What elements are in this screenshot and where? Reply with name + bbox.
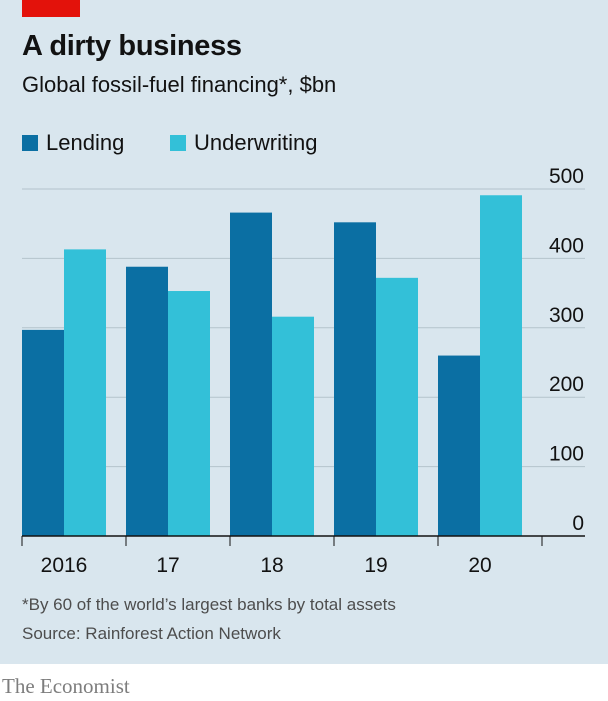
x-tick-label: 19 bbox=[364, 554, 387, 577]
bar-underwriting-20 bbox=[480, 195, 522, 536]
bar-chart: 0 100 200 300 400 500 2016 17 18 19 20 bbox=[21, 165, 585, 577]
bar-lending-17 bbox=[126, 266, 168, 536]
source-note: Source: Rainforest Action Network bbox=[22, 624, 281, 643]
y-tick-label: 500 bbox=[549, 165, 584, 188]
chart-subtitle: Global fossil-fuel financing*, $bn bbox=[22, 72, 337, 97]
y-tick-label: 100 bbox=[549, 443, 584, 466]
bar-lending-2016 bbox=[22, 329, 64, 536]
chart-title: A dirty business bbox=[22, 30, 242, 62]
bar-lending-19 bbox=[334, 222, 376, 536]
legend-label-underwriting: Underwriting bbox=[194, 130, 318, 155]
bar-underwriting-2016 bbox=[64, 249, 106, 536]
bar-underwriting-19 bbox=[376, 277, 418, 536]
y-tick-label: 200 bbox=[549, 373, 584, 396]
publisher-logo: The Economist bbox=[2, 674, 130, 698]
y-tick-label: 300 bbox=[549, 304, 584, 327]
x-tick-label: 20 bbox=[468, 554, 491, 577]
y-tick-label: 0 bbox=[572, 512, 584, 535]
bar-underwriting-17 bbox=[168, 291, 210, 536]
x-tick-label: 18 bbox=[260, 554, 283, 577]
x-tick-label: 2016 bbox=[41, 554, 88, 577]
legend-label-lending: Lending bbox=[46, 130, 125, 155]
chart-panel: A dirty business Global fossil-fuel fina… bbox=[0, 0, 608, 664]
bar-underwriting-18 bbox=[272, 316, 314, 536]
x-tick-label: 17 bbox=[156, 554, 179, 577]
legend-swatch-lending bbox=[22, 135, 38, 151]
legend-item-underwriting: Underwriting bbox=[170, 130, 318, 156]
legend-swatch-underwriting bbox=[170, 135, 186, 151]
footnote: *By 60 of the world’s largest banks by t… bbox=[22, 595, 396, 614]
y-tick-label: 400 bbox=[549, 234, 584, 257]
brand-red-tag bbox=[22, 0, 80, 17]
bar-lending-18 bbox=[230, 212, 272, 536]
bar-lending-20 bbox=[438, 355, 480, 536]
legend-item-lending: Lending bbox=[22, 130, 124, 156]
